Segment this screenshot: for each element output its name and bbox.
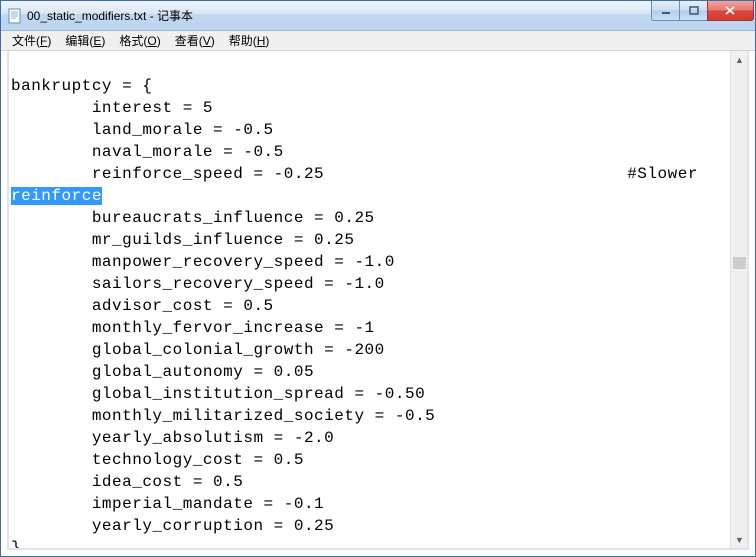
menu-format[interactable]: 格式(O) bbox=[112, 30, 167, 51]
empty-line bbox=[11, 55, 21, 73]
code-line: monthly_fervor_increase = -1 bbox=[92, 319, 375, 337]
code-line: land_morale = -0.5 bbox=[92, 121, 274, 139]
window-controls bbox=[652, 1, 754, 21]
selected-text: reinforce bbox=[11, 187, 102, 205]
minimize-icon bbox=[661, 6, 671, 16]
notepad-icon bbox=[7, 8, 23, 24]
code-line: global_institution_spread = -0.50 bbox=[92, 385, 425, 403]
code-line: global_autonomy = 0.05 bbox=[92, 363, 314, 381]
menu-edit[interactable]: 编辑(E) bbox=[58, 30, 112, 51]
maximize-button[interactable] bbox=[679, 1, 708, 21]
scroll-thumb[interactable] bbox=[733, 257, 746, 269]
menu-help[interactable]: 帮助(H) bbox=[222, 30, 277, 51]
text-area[interactable]: bankruptcy = { interest = 5 land_morale … bbox=[9, 51, 730, 548]
menu-view[interactable]: 查看(V) bbox=[168, 30, 222, 51]
code-line: } bbox=[11, 539, 21, 548]
scroll-up-button[interactable]: ▲ bbox=[731, 51, 748, 68]
code-line: idea_cost = 0.5 bbox=[92, 473, 244, 491]
scroll-down-button[interactable]: ▼ bbox=[731, 531, 748, 548]
code-line: mr_guilds_influence = 0.25 bbox=[92, 231, 355, 249]
code-line: imperial_mandate = -0.1 bbox=[92, 495, 324, 513]
window-title: 00_static_modifiers.txt - 记事本 bbox=[27, 7, 193, 24]
code-line: sailors_recovery_speed = -1.0 bbox=[92, 275, 385, 293]
code-line: manpower_recovery_speed = -1.0 bbox=[92, 253, 395, 271]
code-line: interest = 5 bbox=[92, 99, 213, 117]
code-line: bureaucrats_influence = 0.25 bbox=[92, 209, 375, 227]
code-line: bankruptcy = { bbox=[11, 77, 152, 95]
content-wrap: bankruptcy = { interest = 5 land_morale … bbox=[7, 51, 749, 550]
menubar: 文件(F) 编辑(E) 格式(O) 查看(V) 帮助(H) bbox=[1, 31, 755, 51]
code-line: yearly_corruption = 0.25 bbox=[92, 517, 334, 535]
code-comment: #Slower bbox=[627, 165, 708, 183]
code-line: global_colonial_growth = -200 bbox=[92, 341, 385, 359]
maximize-icon bbox=[689, 6, 699, 16]
code-line: reinforce_speed = -0.25 bbox=[92, 165, 324, 183]
code-line: advisor_cost = 0.5 bbox=[92, 297, 274, 315]
code-line: monthly_militarized_society = -0.5 bbox=[92, 407, 435, 425]
notepad-window: 00_static_modifiers.txt - 记事本 文件(F) 编辑(E… bbox=[0, 0, 756, 557]
code-line: naval_morale = -0.5 bbox=[92, 143, 284, 161]
menu-file[interactable]: 文件(F) bbox=[5, 30, 58, 51]
close-icon bbox=[725, 6, 736, 16]
titlebar[interactable]: 00_static_modifiers.txt - 记事本 bbox=[1, 1, 755, 31]
close-button[interactable] bbox=[707, 1, 754, 21]
code-line: yearly_absolutism = -2.0 bbox=[92, 429, 334, 447]
minimize-button[interactable] bbox=[651, 1, 680, 21]
vertical-scrollbar[interactable]: ▲ ▼ bbox=[730, 51, 747, 548]
title-left: 00_static_modifiers.txt - 记事本 bbox=[7, 7, 193, 24]
code-line: technology_cost = 0.5 bbox=[92, 451, 304, 469]
